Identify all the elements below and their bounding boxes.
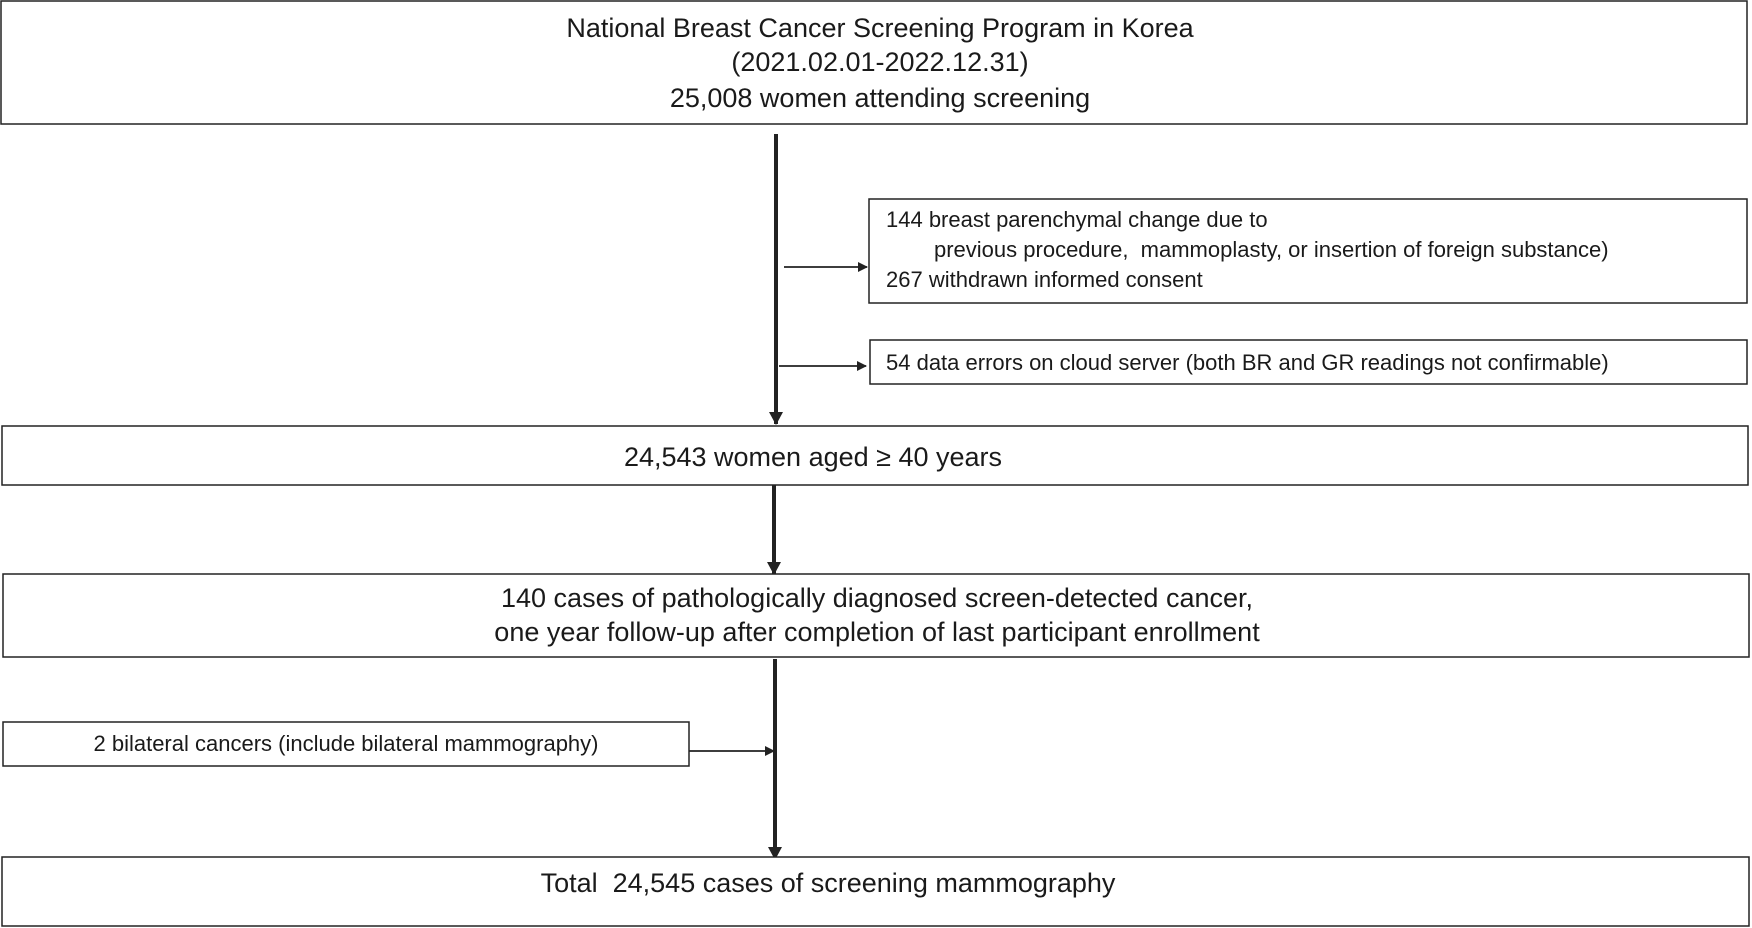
exclusion-box	[869, 339, 1748, 385]
box-text: 54 data errors on cloud server (both BR …	[886, 350, 1609, 375]
cancers-box	[2, 573, 1750, 658]
box-text: 2 bilateral cancers (include bilateral m…	[93, 731, 598, 756]
box-text: National Breast Cancer Screening Program…	[566, 13, 1194, 43]
box-text: 25,008 women attending screening	[670, 83, 1090, 113]
total-box	[1, 856, 1750, 927]
box-text: (2021.02.01-2022.12.31)	[731, 47, 1028, 77]
box-text: 24,543 women aged ≥ 40 years	[624, 442, 1002, 472]
eligible-box	[1, 425, 1749, 486]
source-box	[0, 0, 1748, 125]
box-text: one year follow-up after completion of l…	[494, 617, 1260, 647]
box-text: 140 cases of pathologically diagnosed sc…	[501, 583, 1253, 613]
box-text: 144 breast parenchymal change due to	[886, 207, 1268, 232]
addition-box	[2, 721, 690, 767]
box-text: previous procedure, mammoplasty, or inse…	[934, 237, 1609, 262]
box-text: Total 24,545 cases of screening mammogra…	[541, 868, 1116, 898]
box-text: 267 withdrawn informed consent	[886, 267, 1203, 292]
exclusion-box	[868, 198, 1748, 304]
